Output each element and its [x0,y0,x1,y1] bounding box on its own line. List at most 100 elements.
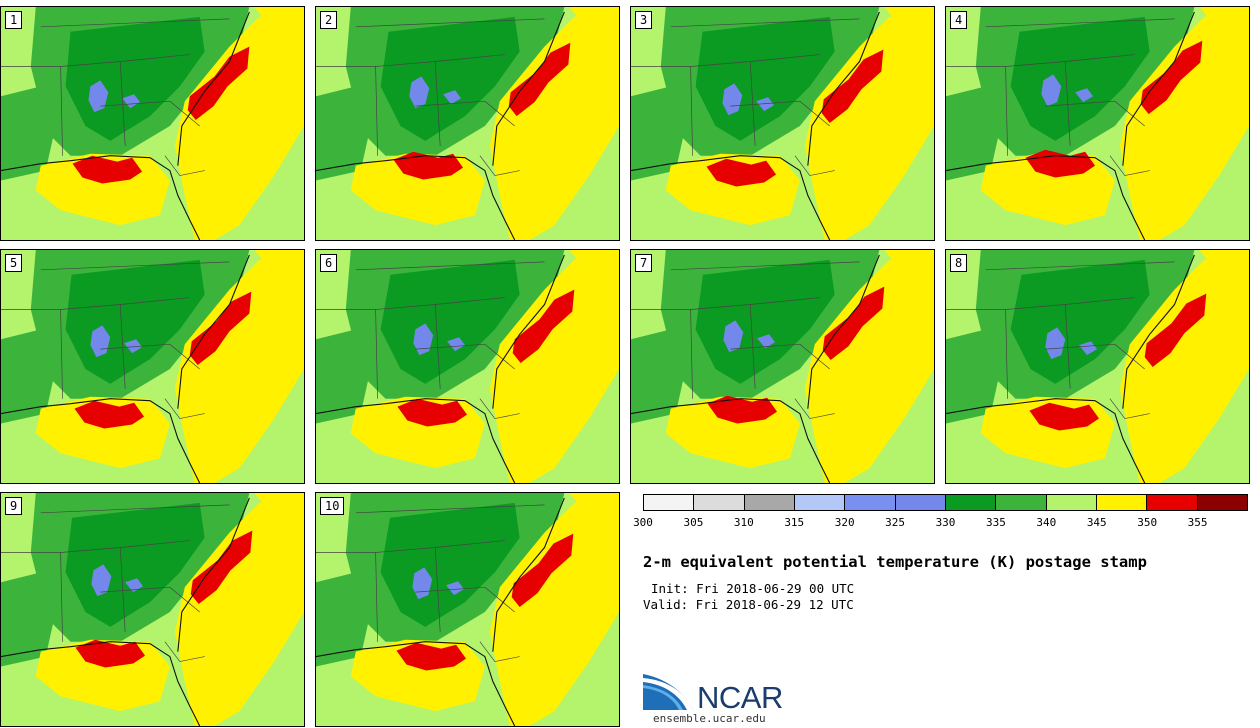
red-region [393,151,464,180]
ensemble-member-panel: 2 [315,6,620,241]
member-label: 5 [5,254,23,272]
dark-green-region [380,16,520,141]
colorbar-tick-label: 330 [935,516,956,529]
colorbar-tick-label: 340 [1036,516,1057,529]
colorbar-segment [1096,495,1148,510]
blue-region [90,325,111,358]
red-region [1144,293,1207,367]
blue-region [757,334,776,349]
red-region [511,533,574,608]
member-label: 6 [320,254,338,272]
yellow-region [174,7,304,240]
blue-region [447,337,466,352]
blue-region [723,320,744,353]
yellow-region [884,7,934,47]
colorbar-tick-label: 315 [784,516,805,529]
colorbar-segment [1046,495,1097,510]
yellow-region [569,250,619,290]
ensemble-member-panel: 7 [630,249,935,484]
green-region [1,572,56,667]
member-label: 3 [635,11,653,29]
dark-green-region [65,502,205,627]
red-region [1140,40,1203,115]
member-label: 8 [950,254,968,272]
yellow-region [174,493,304,726]
ensemble-member-panel: 10 [315,492,620,727]
red-region [508,42,571,117]
logo-url[interactable]: ensemble.ucar.edu [653,712,766,725]
red-region [821,49,884,124]
colorbar-tick-label: 355 [1187,516,1208,529]
colorbar-segment [744,495,795,510]
red-region [822,286,885,361]
colorbar-tick-label: 320 [834,516,855,529]
blue-region [413,323,434,356]
dark-green-region [380,259,520,384]
green-region [946,86,1001,181]
ensemble-member-panel: 4 [945,6,1250,241]
yellow-region [884,250,934,290]
dark-green-region [380,502,520,627]
ensemble-member-panel: 5 [0,249,305,484]
colorbar-tick-label: 345 [1086,516,1107,529]
yellow-region [174,250,304,483]
colorbar-tick-label: 350 [1137,516,1158,529]
colorbar-segment [895,495,946,510]
green-region [316,86,371,181]
dark-green-region [695,259,835,384]
colorbar-segment [996,495,1047,510]
blue-region [125,578,144,593]
yellow-region [254,493,304,533]
red-region [1029,402,1099,431]
green-region [1,86,56,181]
ensemble-member-panel: 3 [630,6,935,241]
colorbar-tick-label: 310 [733,516,754,529]
green-region [1,329,56,424]
colorbar-tick-label: 305 [683,516,704,529]
ensemble-member-panel: 8 [945,249,1250,484]
yellow-region [1199,7,1249,47]
blue-region [1041,74,1062,107]
colorbar-tick-label: 300 [633,516,653,529]
red-region [72,155,143,184]
yellow-region [489,250,619,483]
logo-wordmark: NCAR [697,680,783,715]
dark-green-region [1010,16,1150,141]
colorbar-segment [845,495,896,510]
ensemble-member-panel: 9 [0,492,305,727]
colorbar-tick-label: 325 [885,516,906,529]
yellow-region [1119,250,1249,483]
blue-region [1075,88,1094,103]
yellow-region [569,7,619,47]
green-region [631,329,686,424]
blue-region [443,90,462,105]
red-region [707,395,778,424]
member-label: 10 [320,497,345,515]
red-region [397,398,468,427]
member-label: 1 [5,11,23,29]
colorbar-segment [644,495,695,510]
colorbar-segment [794,495,846,510]
blue-region [1079,341,1098,356]
colorbar-segment [1147,495,1198,510]
colorbar-tick-label: 335 [985,516,1006,529]
red-region [187,46,250,121]
red-region [74,400,145,429]
yellow-region [569,493,619,533]
yellow-region [1119,7,1249,240]
colorbar-segment [1197,495,1247,510]
blue-region [756,97,775,112]
red-region [396,642,467,671]
colorbar-segment [694,495,745,510]
red-region [189,291,252,366]
green-region [946,329,1001,424]
colorbar-segment [945,495,997,510]
blue-region [1045,327,1066,360]
yellow-region [254,250,304,290]
colorbar [643,494,1248,511]
yellow-region [489,7,619,240]
blue-region [446,581,465,596]
yellow-region [254,7,304,47]
green-region [316,572,371,667]
blue-region [122,94,141,109]
